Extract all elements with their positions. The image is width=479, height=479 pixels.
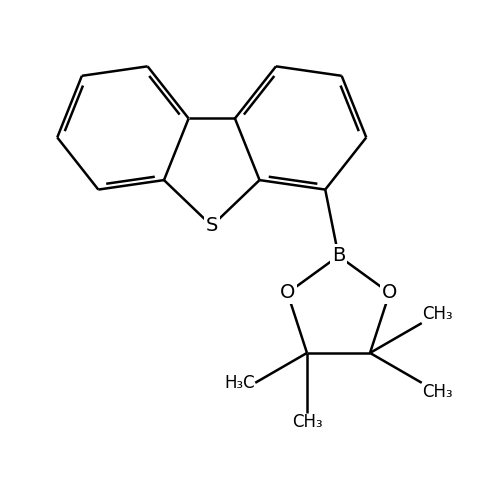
Text: O: O: [280, 284, 295, 303]
Text: H₃C: H₃C: [225, 374, 255, 392]
Text: CH₃: CH₃: [422, 305, 452, 323]
Text: S: S: [205, 217, 218, 235]
Text: CH₃: CH₃: [292, 413, 322, 431]
Text: O: O: [382, 284, 397, 303]
Text: CH₃: CH₃: [422, 383, 452, 401]
Text: B: B: [332, 246, 345, 265]
